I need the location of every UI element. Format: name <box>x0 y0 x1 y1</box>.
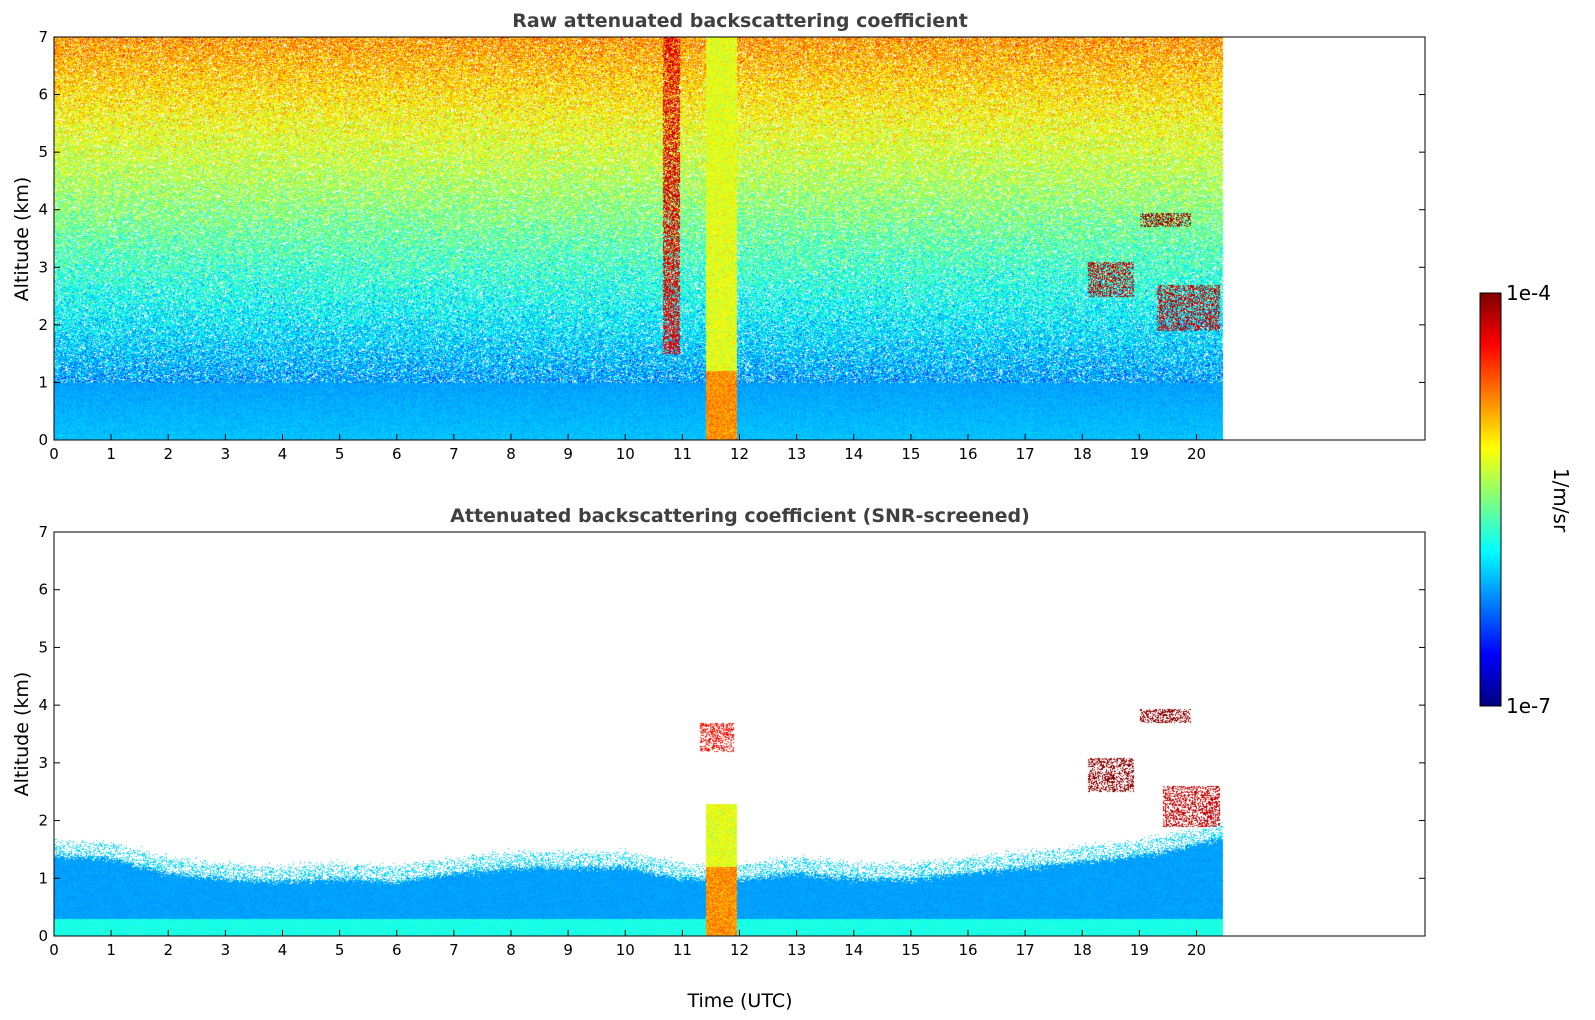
x-tick-label: 19 <box>1130 941 1149 959</box>
x-tick-label: 1 <box>106 445 116 463</box>
x-tick-label: 16 <box>958 445 977 463</box>
y-tick-label: 0 <box>38 431 48 449</box>
x-tick-label: 11 <box>673 941 692 959</box>
x-tick-label: 3 <box>221 941 231 959</box>
x-tick-label: 17 <box>1016 941 1035 959</box>
x-tick-label: 15 <box>901 445 920 463</box>
y-tick-label: 2 <box>38 316 48 334</box>
x-tick-label: 1 <box>106 941 116 959</box>
x-tick-label: 6 <box>392 445 402 463</box>
x-tick-label: 12 <box>730 445 749 463</box>
y-tick-label: 1 <box>38 869 48 887</box>
y-tick-label: 6 <box>38 86 48 104</box>
colorbar-gradient <box>1479 292 1502 707</box>
x-tick-label: 3 <box>221 445 231 463</box>
colorbar-max-label: 1e-4 <box>1506 281 1551 305</box>
x-tick-label: 7 <box>449 941 459 959</box>
x-tick-label: 5 <box>335 445 345 463</box>
x-tick-label: 9 <box>563 445 573 463</box>
y-tick-label: 5 <box>38 143 48 161</box>
panel-screened: Attenuated backscattering coefficient (S… <box>11 505 1426 1012</box>
colorbar: 1e-4 1e-7 1/m/sr <box>1479 281 1573 718</box>
y-tick-label: 3 <box>38 754 48 772</box>
y-tick-label: 1 <box>38 373 48 391</box>
x-tick-label: 13 <box>787 445 806 463</box>
plot-frame-screened <box>53 531 1426 937</box>
x-tick-label: 17 <box>1016 445 1035 463</box>
y-tick-label: 4 <box>38 201 48 219</box>
x-tick-label: 5 <box>335 941 345 959</box>
x-tick-label: 7 <box>449 445 459 463</box>
x-axis-label: Time (UTC) <box>686 990 792 1012</box>
x-tick-label: 6 <box>392 941 402 959</box>
x-tick-label: 4 <box>278 941 288 959</box>
x-tick-label: 20 <box>1187 445 1206 463</box>
plot-frame-raw <box>53 36 1426 441</box>
colorbar-unit-label: 1/m/sr <box>1549 468 1573 533</box>
x-tick-label: 13 <box>787 941 806 959</box>
y-tick-label: 7 <box>38 28 48 46</box>
x-tick-label: 10 <box>616 941 635 959</box>
y-tick-label: 3 <box>38 258 48 276</box>
panel-title-screened: Attenuated backscattering coefficient (S… <box>450 505 1030 527</box>
panel-raw: Raw attenuated backscattering coefficien… <box>11 10 1426 463</box>
y-tick-label: 4 <box>38 696 48 714</box>
x-tick-label: 14 <box>844 445 863 463</box>
x-tick-label: 10 <box>616 445 635 463</box>
panel-title-raw: Raw attenuated backscattering coefficien… <box>512 10 968 32</box>
x-tick-label: 12 <box>730 941 749 959</box>
y-tick-label: 2 <box>38 812 48 830</box>
x-tick-label: 11 <box>673 445 692 463</box>
x-tick-label: 16 <box>958 941 977 959</box>
y-tick-label: 7 <box>38 523 48 541</box>
x-tick-label: 2 <box>163 445 173 463</box>
y-axis-label-screened: Altitude (km) <box>11 672 33 797</box>
y-tick-label: 6 <box>38 581 48 599</box>
x-tick-label: 8 <box>506 445 516 463</box>
x-tick-label: 18 <box>1073 445 1092 463</box>
x-tick-label: 2 <box>163 941 173 959</box>
y-tick-label: 0 <box>38 927 48 945</box>
x-tick-label: 20 <box>1187 941 1206 959</box>
x-tick-label: 9 <box>563 941 573 959</box>
x-tick-label: 14 <box>844 941 863 959</box>
heatmap-screened <box>54 532 1425 936</box>
x-tick-label: 8 <box>506 941 516 959</box>
x-tick-label: 19 <box>1130 445 1149 463</box>
x-tick-label: 15 <box>901 941 920 959</box>
x-tick-label: 4 <box>278 445 288 463</box>
y-axis-label-raw: Altitude (km) <box>11 177 33 302</box>
heatmap-raw <box>54 37 1425 440</box>
colorbar-min-label: 1e-7 <box>1506 694 1551 718</box>
x-tick-label: 18 <box>1073 941 1092 959</box>
x-tick-label: 0 <box>49 941 59 959</box>
y-tick-label: 5 <box>38 638 48 656</box>
x-tick-label: 0 <box>49 445 59 463</box>
